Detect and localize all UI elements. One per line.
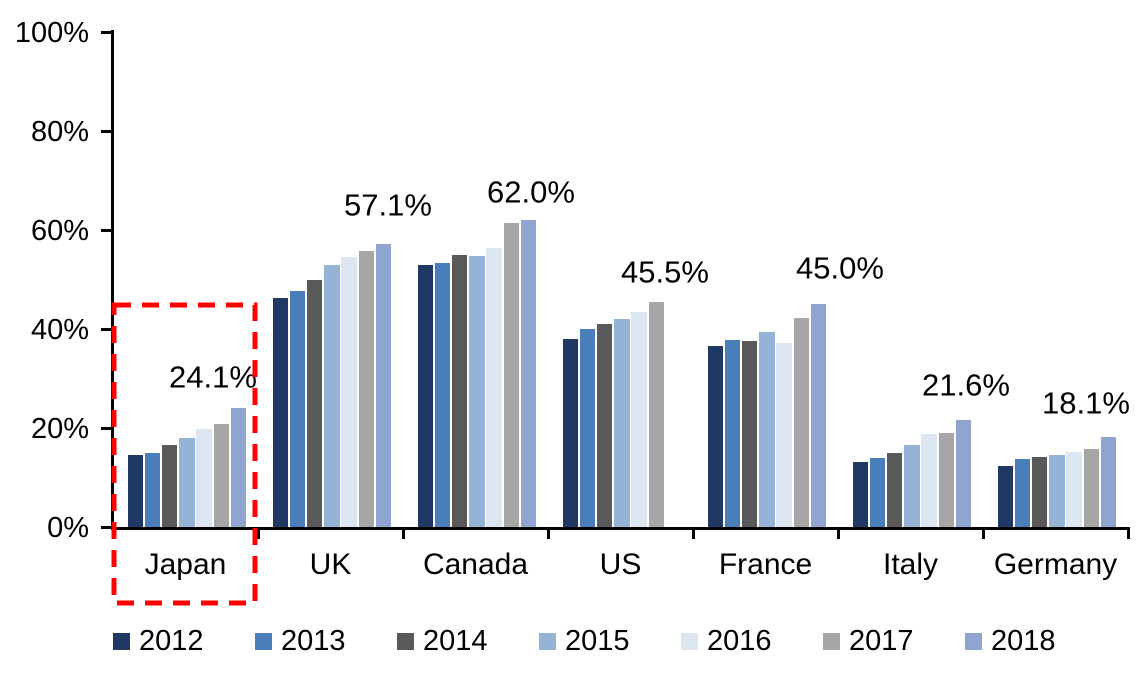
bar-germany-2015 xyxy=(1049,455,1065,527)
bar-canada-2017 xyxy=(503,222,520,527)
bar-us-2016 xyxy=(631,311,647,527)
bar-us-2014 xyxy=(596,324,613,527)
legend-swatch-2013 xyxy=(255,632,272,650)
legend-label: 2013 xyxy=(281,624,346,657)
bar-uk-2018 xyxy=(375,244,392,527)
bar-us-2017 xyxy=(648,301,665,527)
bar-uk-2015 xyxy=(324,264,340,527)
bar-us-2012 xyxy=(562,338,579,527)
x-tick-mark xyxy=(402,527,405,539)
bar-uk-2016 xyxy=(341,256,357,527)
data-label-italy: 21.6% xyxy=(922,367,1010,403)
bar-germany-2017 xyxy=(1083,449,1100,527)
bar-france-2014 xyxy=(741,341,758,527)
y-tick-mark xyxy=(101,31,113,34)
y-tick-mark xyxy=(101,328,113,331)
bar-canada-2018 xyxy=(520,220,537,527)
legend-swatch-2012 xyxy=(113,632,130,650)
bar-us-2015 xyxy=(614,319,630,527)
bar-france-2015 xyxy=(759,332,775,527)
bar-germany-2012 xyxy=(997,466,1014,527)
legend-item-2017: 2017 xyxy=(823,624,914,658)
bar-canada-2013 xyxy=(434,262,451,527)
bar-us-2013 xyxy=(579,329,596,527)
y-tick-mark xyxy=(101,427,113,430)
bar-france-2013 xyxy=(724,340,741,527)
y-tick-mark xyxy=(101,130,113,133)
y-tick-label: 20% xyxy=(30,413,89,445)
data-label-us: 45.5% xyxy=(621,254,709,290)
y-tick-label: 100% xyxy=(14,17,89,49)
x-tick-mark xyxy=(982,527,985,539)
legend-swatch-2015 xyxy=(539,632,556,650)
bar-canada-2012 xyxy=(417,264,434,527)
legend-item-2015: 2015 xyxy=(539,624,630,658)
y-axis-line xyxy=(111,30,114,527)
bar-canada-2015 xyxy=(469,256,485,527)
category-label: US xyxy=(599,548,642,581)
bar-germany-2013 xyxy=(1014,458,1031,527)
bar-uk-2014 xyxy=(306,279,323,527)
bar-france-2017 xyxy=(793,317,810,527)
legend-swatch-2018 xyxy=(965,632,982,650)
bar-france-2016 xyxy=(776,342,792,527)
legend-item-2018: 2018 xyxy=(965,624,1056,658)
bar-germany-2016 xyxy=(1066,452,1082,527)
legend-label: 2012 xyxy=(139,624,204,657)
y-tick-mark xyxy=(101,229,113,232)
category-label: UK xyxy=(309,548,352,581)
y-tick-label: 0% xyxy=(47,512,89,544)
category-label: France xyxy=(718,548,813,581)
bar-italy-2012 xyxy=(852,462,869,527)
bar-uk-2012 xyxy=(272,297,289,527)
legend-label: 2016 xyxy=(707,624,772,657)
bar-canada-2016 xyxy=(486,248,502,527)
legend-item-2016: 2016 xyxy=(681,624,772,658)
category-label: Germany xyxy=(993,548,1118,581)
legend-swatch-2017 xyxy=(823,632,840,650)
data-label-germany: 18.1% xyxy=(1042,385,1130,421)
x-tick-mark xyxy=(837,527,840,539)
legend-item-2012: 2012 xyxy=(113,624,204,658)
x-tick-mark xyxy=(257,527,260,539)
bar-italy-2016 xyxy=(921,433,937,527)
bar-germany-2014 xyxy=(1031,457,1048,527)
x-axis-line xyxy=(111,527,1130,530)
bar-italy-2018 xyxy=(955,420,972,527)
bar-germany-2018 xyxy=(1100,437,1117,527)
bar-uk-2017 xyxy=(358,251,375,527)
bar-italy-2014 xyxy=(886,452,903,527)
legend-swatch-2016 xyxy=(681,632,698,650)
data-label-france: 45.0% xyxy=(796,250,884,286)
bar-uk-2013 xyxy=(289,290,306,527)
legend-label: 2014 xyxy=(423,624,488,657)
x-tick-mark xyxy=(692,527,695,539)
bar-italy-2013 xyxy=(869,458,886,527)
legend-item-2014: 2014 xyxy=(397,624,488,658)
y-tick-label: 80% xyxy=(30,116,89,148)
data-label-canada: 62.0% xyxy=(487,174,575,210)
x-tick-mark xyxy=(547,527,550,539)
category-label: Canada xyxy=(422,548,529,581)
category-label: Italy xyxy=(882,548,939,581)
legend-item-2013: 2013 xyxy=(255,624,346,658)
data-label-uk: 57.1% xyxy=(344,187,432,223)
x-tick-mark xyxy=(1127,527,1130,539)
legend-label: 2018 xyxy=(991,624,1056,657)
y-tick-mark xyxy=(101,526,113,529)
legend-label: 2017 xyxy=(849,624,914,657)
y-tick-label: 40% xyxy=(30,314,89,346)
legend-swatch-2014 xyxy=(397,632,414,650)
bar-italy-2017 xyxy=(938,432,955,527)
bar-italy-2015 xyxy=(904,444,920,527)
y-tick-label: 60% xyxy=(30,215,89,247)
bar-canada-2014 xyxy=(451,255,468,527)
legend-label: 2015 xyxy=(565,624,630,657)
bar-france-2012 xyxy=(707,345,724,527)
bar-france-2018 xyxy=(810,304,827,527)
